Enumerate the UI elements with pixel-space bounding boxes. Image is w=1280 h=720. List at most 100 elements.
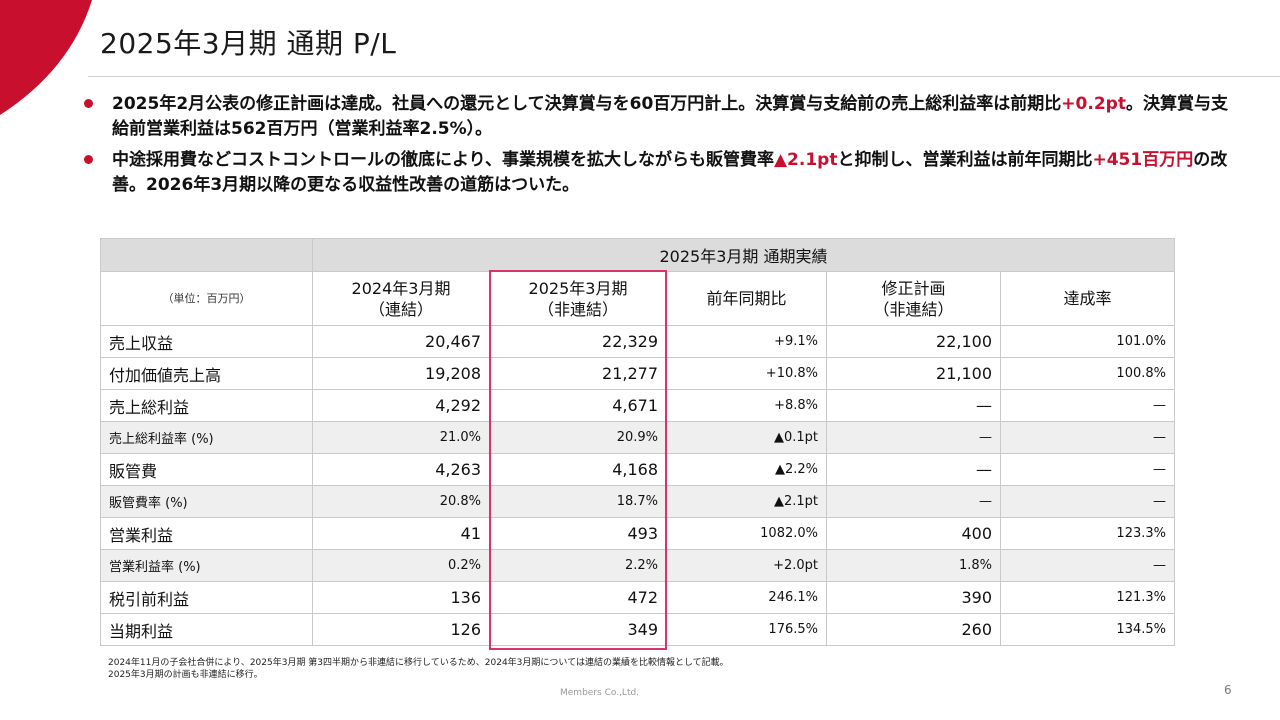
table-cell: 4,671: [489, 389, 667, 422]
table-cell: —: [1000, 421, 1175, 454]
row-label: 営業利益: [100, 517, 313, 550]
table-cell: —: [826, 389, 1001, 422]
bullet-text: 。決算賞与支給前営業利益は562百万円（営業利益率2.5%）。: [112, 94, 1228, 139]
row-label: 付加価値売上高: [100, 357, 313, 390]
table-row: 売上収益 20,467 22,329 +9.1% 22,100 101.0%: [100, 325, 1175, 358]
table-cell: 2.2%: [489, 549, 667, 582]
table-cell: 134.5%: [1000, 613, 1175, 646]
table-row: 税引前利益 136 472 246.1% 390 121.3%: [100, 581, 1175, 614]
table-cell: ▲2.2%: [666, 453, 827, 486]
table-cell: 4,168: [489, 453, 667, 486]
table-row: 販管費率 (%) 20.8% 18.7% ▲2.1pt — —: [100, 485, 1175, 518]
table-cell: ▲2.1pt: [666, 485, 827, 518]
bullet-highlight: +451百万円: [1092, 150, 1194, 170]
table-cell: 19,208: [312, 357, 490, 390]
footnotes: 2024年11月の子会社合併により、2025年3月期 第3四半期から非連結に移行…: [108, 657, 729, 681]
table-row: 当期利益 126 349 176.5% 260 134.5%: [100, 613, 1175, 646]
unit-label: （単位：百万円）: [100, 271, 313, 326]
row-label: 販管費率 (%): [100, 485, 313, 518]
table-cell: 100.8%: [1000, 357, 1175, 390]
bullet-highlight: +0.2pt: [1061, 94, 1126, 114]
bullet-item: 2025年2月公表の修正計画は達成。社員への還元として決算賞与を60百万円計上。…: [84, 92, 1234, 142]
table-cell: 22,100: [826, 325, 1001, 358]
table-cell: 0.2%: [312, 549, 490, 582]
table-corner-cell: [100, 238, 313, 272]
bullet-dot-icon: [84, 155, 93, 164]
bullet-text: 2025年2月公表の修正計画は達成。社員への還元として決算賞与を60百万円計上。…: [112, 94, 1062, 114]
table-cell: +10.8%: [666, 357, 827, 390]
table-cell: —: [1000, 453, 1175, 486]
table-cell: 400: [826, 517, 1001, 550]
table-cell: 493: [489, 517, 667, 550]
table-cell: 18.7%: [489, 485, 667, 518]
bullet-text: と抑制し、営業利益は前年同期比: [837, 150, 1093, 170]
bullet-text: の改善。2026年3月期以降の更なる収益性改善の道筋はついた。: [112, 150, 1228, 195]
table-row: 売上総利益率 (%) 21.0% 20.9% ▲0.1pt — —: [100, 421, 1175, 454]
table-cell: 20.8%: [312, 485, 490, 518]
table-cell: 136: [312, 581, 490, 614]
table-cell: 21.0%: [312, 421, 490, 454]
table-cell: 176.5%: [666, 613, 827, 646]
pl-table: 2025年3月期 通期実績 （単位：百万円） 2024年3月期 （連結） 2025…: [100, 238, 1175, 646]
table-cell: —: [1000, 485, 1175, 518]
row-label: 売上収益: [100, 325, 313, 358]
table-cell: 21,277: [489, 357, 667, 390]
table-row: 営業利益 41 493 1082.0% 400 123.3%: [100, 517, 1175, 550]
column-header: 2024年3月期 （連結）: [312, 271, 490, 326]
table-cell: 246.1%: [666, 581, 827, 614]
table-cell: —: [1000, 389, 1175, 422]
bullet-item: 中途採用費などコストコントロールの徹底により、事業規模を拡大しながらも販管費率▲…: [84, 148, 1234, 198]
page-number: 6: [1224, 683, 1232, 697]
row-label: 売上総利益: [100, 389, 313, 422]
table-cell: —: [826, 485, 1001, 518]
table-cell: 21,100: [826, 357, 1001, 390]
table-cell: 390: [826, 581, 1001, 614]
summary-bullets: 2025年2月公表の修正計画は達成。社員への還元として決算賞与を60百万円計上。…: [84, 92, 1234, 204]
table-cell: 22,329: [489, 325, 667, 358]
table-row: 付加価値売上高 19,208 21,277 +10.8% 21,100 100.8%: [100, 357, 1175, 390]
table-cell: ▲0.1pt: [666, 421, 827, 454]
row-label: 販管費: [100, 453, 313, 486]
footnote-line: 2024年11月の子会社合併により、2025年3月期 第3四半期から非連結に移行…: [108, 658, 729, 668]
footnote-line: 2025年3月期の計画も非連結に移行。: [108, 670, 263, 680]
corner-decoration: [0, 0, 92, 115]
table-cell: 101.0%: [1000, 325, 1175, 358]
table-group-header: 2025年3月期 通期実績: [312, 238, 1175, 272]
title-divider: [88, 76, 1280, 77]
table-cell: 123.3%: [1000, 517, 1175, 550]
bullet-text: 中途採用費などコストコントロールの徹底により、事業規模を拡大しながらも販管費率: [112, 150, 774, 170]
row-label: 当期利益: [100, 613, 313, 646]
column-header: 2025年3月期 （非連結）: [489, 271, 667, 326]
table-cell: 1.8%: [826, 549, 1001, 582]
table-cell: +8.8%: [666, 389, 827, 422]
table-cell: +9.1%: [666, 325, 827, 358]
table-row: 販管費 4,263 4,168 ▲2.2% — —: [100, 453, 1175, 486]
table-cell: —: [1000, 549, 1175, 582]
table-cell: —: [826, 421, 1001, 454]
table-row: 売上総利益 4,292 4,671 +8.8% — —: [100, 389, 1175, 422]
column-header: 達成率: [1000, 271, 1175, 326]
row-label: 売上総利益率 (%): [100, 421, 313, 454]
row-label: 税引前利益: [100, 581, 313, 614]
table-cell: 4,292: [312, 389, 490, 422]
table-cell: —: [826, 453, 1001, 486]
company-name: Members Co.,Ltd.: [560, 688, 640, 698]
page-title: 2025年3月期 通期 P/L: [100, 27, 397, 60]
column-header: 前年同期比: [666, 271, 827, 326]
table-cell: 20,467: [312, 325, 490, 358]
table-cell: 1082.0%: [666, 517, 827, 550]
row-label: 営業利益率 (%): [100, 549, 313, 582]
table-cell: +2.0pt: [666, 549, 827, 582]
bullet-highlight: ▲2.1pt: [773, 150, 838, 170]
table-cell: 41: [312, 517, 490, 550]
bullet-dot-icon: [84, 99, 93, 108]
table-cell: 121.3%: [1000, 581, 1175, 614]
column-header: 修正計画 （非連結）: [826, 271, 1001, 326]
table-cell: 472: [489, 581, 667, 614]
table-cell: 349: [489, 613, 667, 646]
table-row: 営業利益率 (%) 0.2% 2.2% +2.0pt 1.8% —: [100, 549, 1175, 582]
table-cell: 20.9%: [489, 421, 667, 454]
table-cell: 4,263: [312, 453, 490, 486]
table-cell: 260: [826, 613, 1001, 646]
table-cell: 126: [312, 613, 490, 646]
